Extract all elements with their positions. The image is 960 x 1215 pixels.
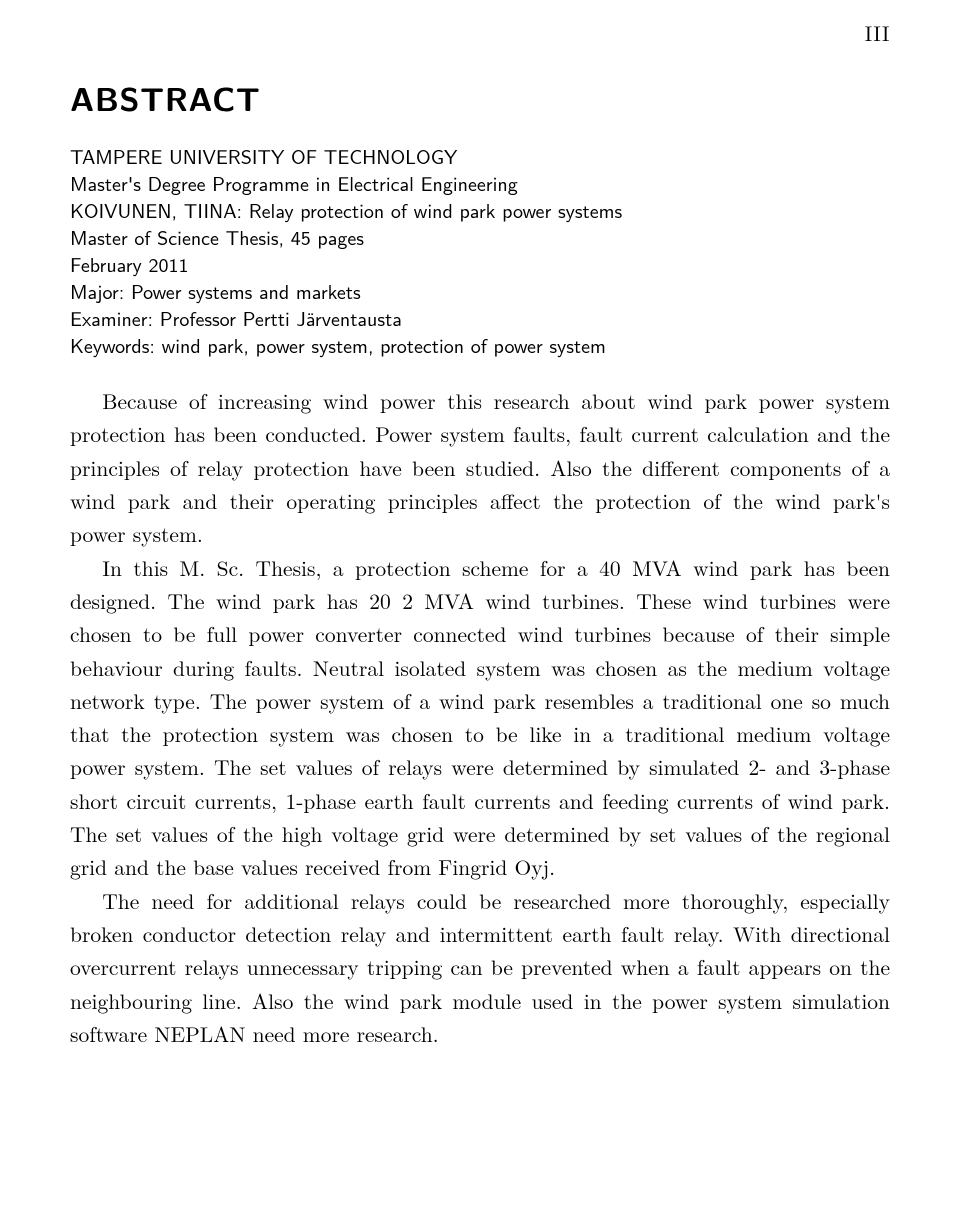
meta-programme: Master's Degree Programme in Electrical … [70,170,890,197]
meta-examiner: Examiner: Professor Pertti Järventausta [70,305,890,332]
abstract-paragraph-2: In this M. Sc. Thesis, a protection sche… [70,552,890,885]
meta-author-title: KOIVUNEN, TIINA: Relay protection of win… [70,197,890,224]
abstract-metadata-block: TAMPERE UNIVERSITY OF TECHNOLOGY Master'… [70,143,890,359]
section-title-abstract: ABSTRACT [70,74,890,121]
meta-date: February 2011 [70,251,890,278]
page: III ABSTRACT TAMPERE UNIVERSITY OF TECHN… [0,0,960,1215]
abstract-paragraph-1: Because of increasing wind power this re… [70,385,890,552]
meta-institution: TAMPERE UNIVERSITY OF TECHNOLOGY [70,143,890,170]
page-number: III [865,18,890,48]
meta-major: Major: Power systems and markets [70,278,890,305]
abstract-body: Because of increasing wind power this re… [70,385,890,1051]
meta-keywords: Keywords: wind park, power system, prote… [70,332,890,359]
meta-thesis-line: Master of Science Thesis, 45 pages [70,224,890,251]
abstract-paragraph-3: The need for additional relays could be … [70,885,890,1052]
